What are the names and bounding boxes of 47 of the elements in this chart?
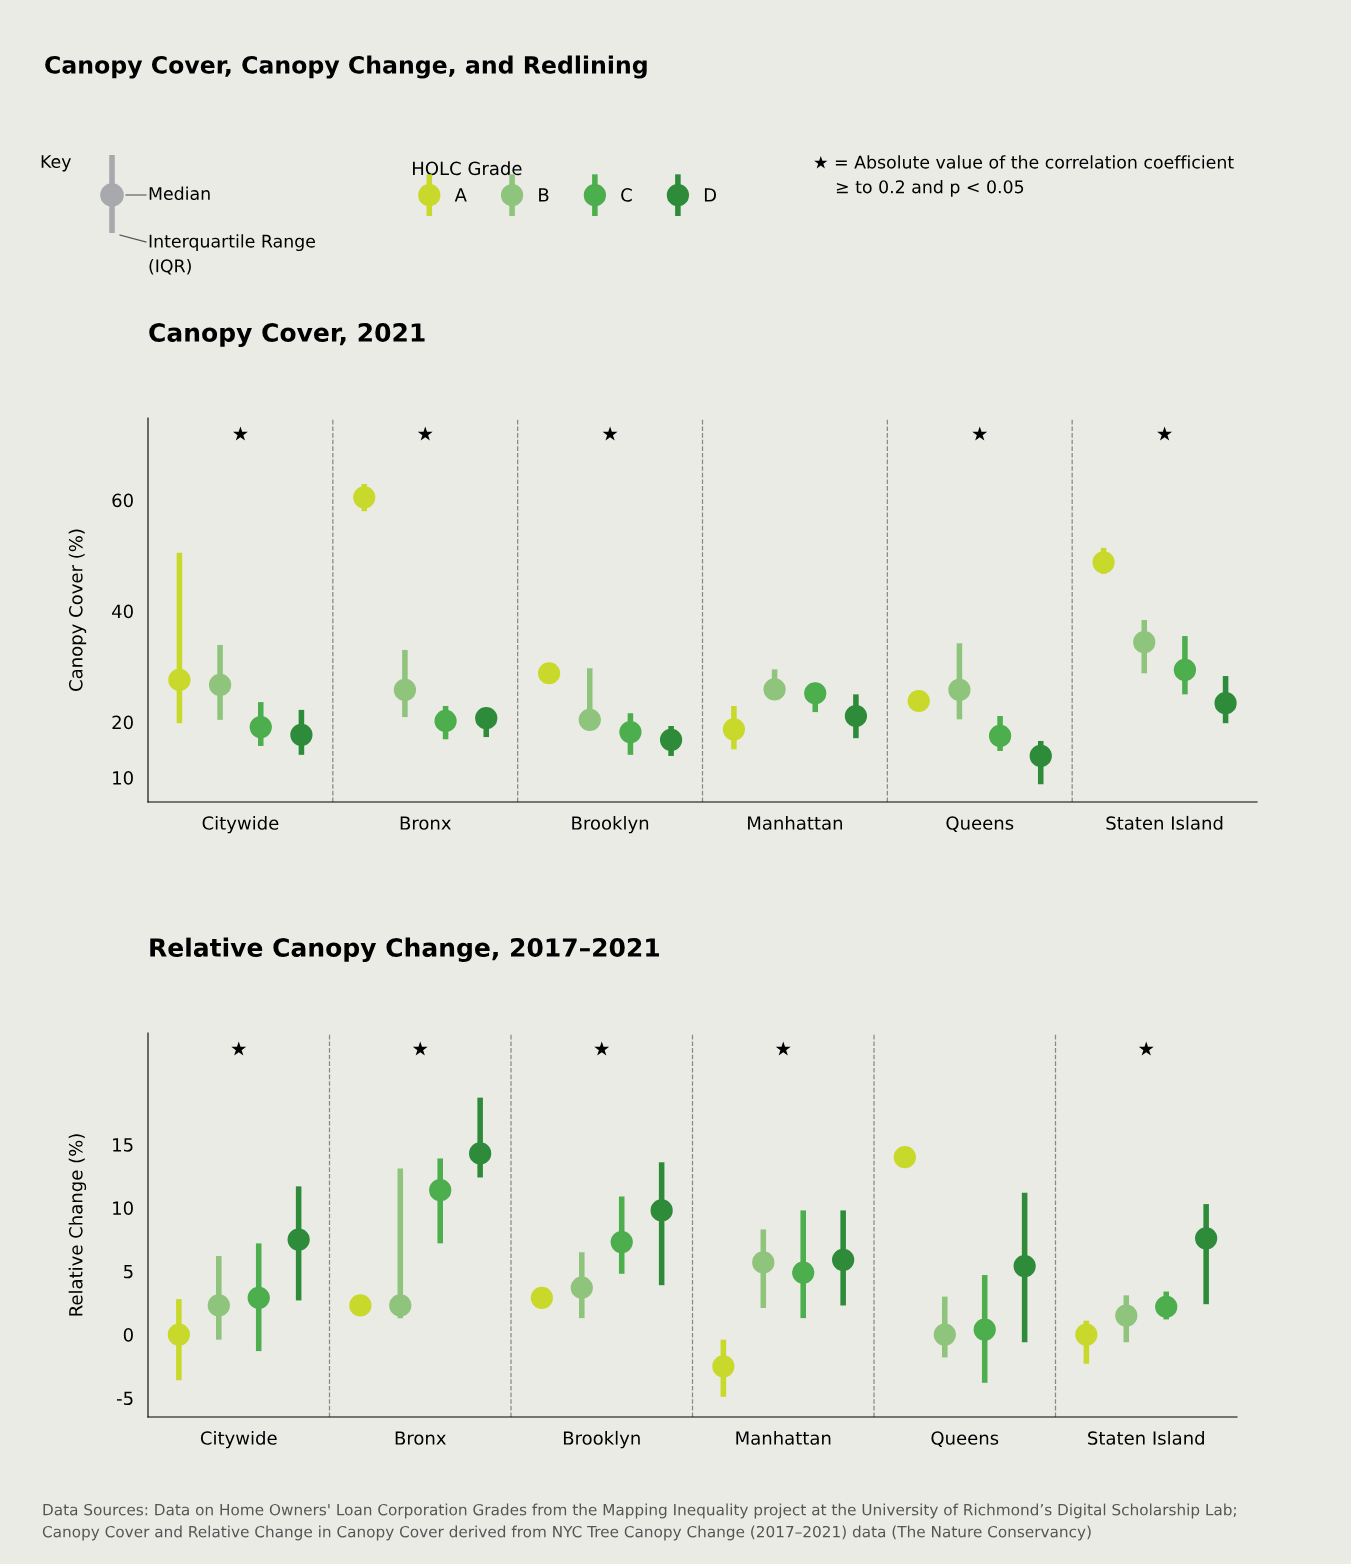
text: Canopy Cover and Relative Change in Canopy Cover derived from NYC Tree Canopy Change (2017–2021) data (The Nature Conservancy) [42, 1525, 1091, 1541]
text: ★ = Absolute value of the correlation coefficient ≥ to 0.2 and p < 0.05 [814, 155, 1234, 197]
legend-label: D [704, 188, 717, 202]
y-tick-label: 0 [123, 1328, 133, 1342]
annotation: ★ [231, 1041, 247, 1056]
y-tick-label: 15 [113, 1138, 133, 1152]
annotation: ★ [972, 426, 988, 441]
annotation: ★ [594, 1041, 610, 1056]
x-tick-label: Staten Island [1088, 1430, 1204, 1445]
annotation: ★ [602, 426, 618, 441]
y-tick-label: 5 [124, 1264, 133, 1279]
annotation: ★ [412, 1041, 428, 1056]
x-tick-label: Queens [946, 816, 1014, 832]
y-tick-label: -5 [116, 1391, 133, 1406]
x-tick-label: Manhattan [748, 815, 843, 830]
legend-label: A [454, 188, 467, 202]
annotation: ★ [232, 426, 248, 441]
text: Median [149, 186, 210, 201]
annotation: ★ [1138, 1041, 1154, 1056]
x-tick-label: Manhattan [736, 1430, 831, 1445]
y-tick-label: 40 [112, 604, 133, 619]
annotation: ★ [775, 1041, 791, 1056]
text: Canopy Cover, Canopy Change, and Redlining [45, 55, 647, 79]
y-tick-label: 20 [112, 715, 133, 730]
x-tick-label: Queens [931, 1431, 999, 1447]
x-tick-label: Bronx [395, 1431, 446, 1445]
y-axis-title: Relative Change (%) [68, 1134, 87, 1316]
legend-title: HOLC Grade [413, 161, 522, 176]
chart-title: Canopy Cover, 2021 [149, 323, 425, 348]
text: Data Sources: Data on Home Owners' Loan Corporation Grades from the Mapping Inequality project at the University of Richmond’s Digital Scholarship Lab; [43, 1503, 1236, 1519]
y-axis-title: Canopy Cover (%) [68, 529, 87, 691]
text: Interquartile Range (IQR) [149, 234, 315, 275]
x-tick-label: Bronx [400, 816, 451, 830]
legend-label: B [539, 188, 549, 202]
annotation: ★ [1157, 426, 1173, 441]
x-tick-label: Citywide [200, 1430, 277, 1449]
x-tick-label: Brooklyn [572, 815, 649, 834]
chart-title: Relative Canopy Change, 2017–2021 [150, 937, 660, 963]
legend-label: C [621, 188, 632, 202]
x-tick-label: Citywide [202, 815, 279, 834]
text: Key [41, 155, 71, 172]
y-tick-label: 60 [112, 493, 133, 508]
y-tick-label: 10 [113, 1201, 133, 1216]
x-tick-label: Staten Island [1106, 815, 1223, 830]
y-tick-label: 10 [113, 771, 133, 785]
annotation: ★ [417, 426, 433, 441]
x-tick-label: Brooklyn [563, 1430, 640, 1449]
